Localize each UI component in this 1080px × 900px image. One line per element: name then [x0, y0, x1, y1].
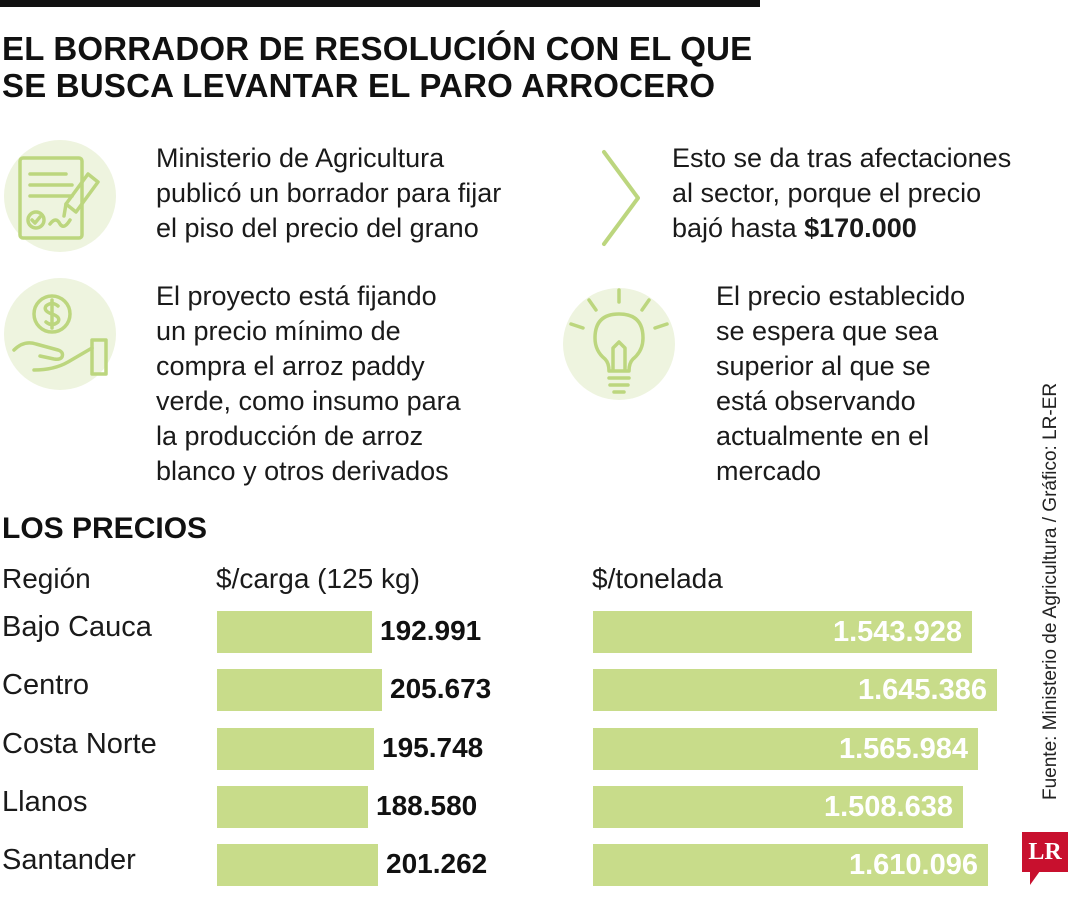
- block3-line: verde, como insumo para: [156, 386, 461, 416]
- tonelada-bar: 1.543.928: [593, 611, 972, 653]
- text-block-ministerio: Ministerio de Agricultura publicó un bor…: [156, 141, 501, 246]
- chevron-right-icon: [598, 148, 648, 253]
- tonelada-value-label: 1.565.984: [838, 733, 968, 765]
- carga-bar: [217, 669, 382, 711]
- chart-title: LOS PRECIOS: [2, 512, 208, 545]
- logo-tail: [1030, 871, 1040, 885]
- block3-line: un precio mínimo de: [156, 316, 401, 346]
- block2-line: al sector, porque el precio: [672, 178, 982, 208]
- carga-column-header: $/carga (125 kg): [216, 563, 420, 594]
- region-label: Bajo Cauca: [2, 611, 152, 643]
- block4-line: mercado: [716, 456, 822, 486]
- title-line-1: EL BORRADOR DE RESOLUCIÓN CON EL QUE: [2, 30, 753, 67]
- text-block-afectaciones: Esto se da tras afectaciones al sector, …: [672, 141, 1011, 246]
- block4-line: actualmente en el: [716, 421, 930, 451]
- tonelada-bar: 1.508.638: [593, 786, 963, 828]
- carga-value-label: 188.580: [376, 790, 478, 821]
- carga-bar: [217, 728, 374, 770]
- title-line-2: SE BUSCA LEVANTAR EL PARO ARROCERO: [2, 67, 716, 104]
- carga-value-label: 205.673: [390, 673, 492, 704]
- carga-value-label: 201.262: [386, 848, 488, 879]
- block2-line: bajó hasta $170.000: [672, 211, 1011, 246]
- carga-bar: [217, 786, 368, 828]
- block4-line: El precio establecido: [716, 281, 966, 311]
- text-block-proyecto: El proyecto está fijando un precio mínim…: [156, 279, 461, 489]
- source-credit: Fuente: Ministerio de Agricultura / Gráf…: [1040, 382, 1061, 800]
- light-bulb-icon: [563, 288, 675, 400]
- tonelada-value-label: 1.508.638: [823, 791, 953, 823]
- tonelada-bar: 1.565.984: [593, 728, 978, 770]
- text-block-precio-esperado: El precio establecido se espera que sea …: [716, 279, 965, 489]
- tonelada-value-label: 1.543.928: [832, 616, 962, 648]
- lr-logo: LR: [1022, 832, 1068, 872]
- block2-line: Esto se da tras afectaciones: [672, 143, 1012, 173]
- hand-dollar-coin-icon: [4, 278, 116, 390]
- carga-value-label: 192.991: [380, 615, 482, 646]
- tonelada-bar: 1.645.386: [593, 669, 997, 711]
- block1-line: Ministerio de Agricultura: [156, 143, 445, 173]
- region-label: Centro: [2, 669, 90, 701]
- region-label: Llanos: [2, 786, 88, 818]
- block4-line: superior al que se: [716, 351, 931, 381]
- block1-line: el piso del precio del grano: [156, 213, 479, 243]
- carga-bar: [217, 844, 378, 886]
- document-signature-icon: [4, 140, 116, 252]
- block3-line: blanco y otros derivados: [156, 456, 449, 486]
- page-title: EL BORRADOR DE RESOLUCIÓN CON EL QUE SE …: [2, 30, 802, 104]
- price-highlight: $170.000: [804, 213, 917, 243]
- region-column-header: Región: [2, 563, 91, 594]
- block1-line: publicó un borrador para fijar: [156, 178, 502, 208]
- tonelada-bar: 1.610.096: [593, 844, 988, 886]
- tonelada-column-header: $/tonelada: [592, 563, 723, 594]
- block3-line: la producción de arroz: [156, 421, 424, 451]
- region-label: Costa Norte: [2, 728, 157, 760]
- tonelada-value-label: 1.610.096: [848, 849, 978, 881]
- block2-line3-text: bajó hasta: [672, 213, 805, 243]
- block4-line: está observando: [716, 386, 916, 416]
- block3-line: El proyecto está fijando: [156, 281, 437, 311]
- carga-value-label: 195.748: [382, 732, 484, 763]
- carga-bar: [217, 611, 372, 653]
- tonelada-value-label: 1.645.386: [857, 674, 987, 706]
- block4-line: se espera que sea: [716, 316, 939, 346]
- region-label: Santander: [2, 844, 136, 876]
- top-rule: [0, 0, 760, 7]
- block3-line: compra el arroz paddy: [156, 351, 425, 381]
